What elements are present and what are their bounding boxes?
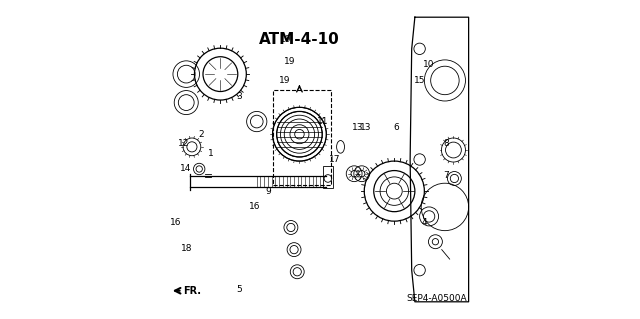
Text: 1: 1	[208, 149, 214, 158]
Text: 17: 17	[328, 155, 340, 164]
Text: 11: 11	[317, 117, 329, 126]
Text: 15: 15	[414, 76, 426, 85]
Text: 4: 4	[422, 218, 427, 227]
Text: 13: 13	[360, 123, 372, 132]
Text: 19: 19	[284, 57, 295, 66]
Text: 6: 6	[393, 123, 399, 132]
Text: 13: 13	[352, 123, 364, 132]
Text: 14: 14	[180, 165, 191, 174]
Text: 16: 16	[250, 203, 261, 211]
Text: 7: 7	[444, 171, 449, 180]
Text: 12: 12	[179, 139, 189, 148]
Text: 19: 19	[279, 76, 291, 85]
Text: 3: 3	[237, 92, 242, 101]
Text: 2: 2	[198, 130, 204, 139]
Text: 9: 9	[265, 187, 271, 196]
Text: SEP4-A0500A: SEP4-A0500A	[406, 294, 467, 303]
Text: 5: 5	[237, 285, 242, 294]
Text: 18: 18	[181, 243, 192, 253]
Text: 8: 8	[444, 139, 449, 148]
Text: FR.: FR.	[184, 286, 202, 296]
Text: 10: 10	[423, 60, 435, 69]
Text: 19: 19	[280, 35, 291, 44]
Text: ATM-4-10: ATM-4-10	[259, 32, 340, 47]
Bar	[323, 166, 333, 188]
Text: 16: 16	[170, 218, 182, 227]
